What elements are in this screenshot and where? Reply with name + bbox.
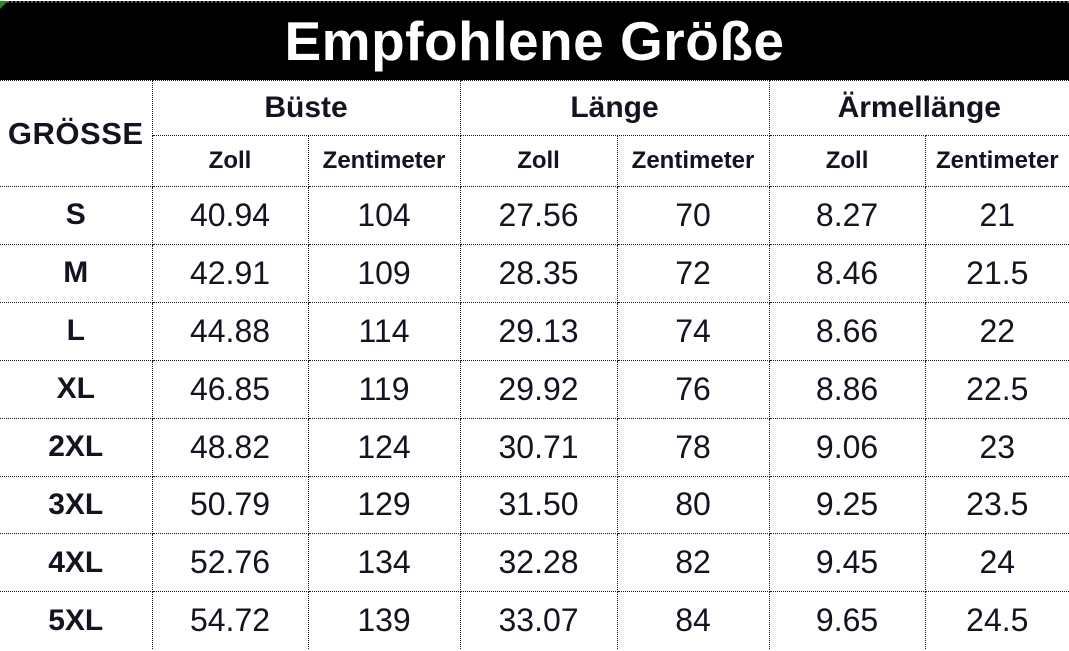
value-cell: 84: [616, 591, 770, 649]
value-cell: 134: [307, 533, 461, 593]
column-header-bust-cm: Zentimeter: [307, 135, 461, 187]
column-header-length-inch: Zoll: [459, 135, 618, 187]
value-cell: 9.06: [768, 417, 926, 477]
table-row: 3XL 50.79 129 31.50 80 9.25 23.5: [0, 475, 1069, 535]
size-label: XL: [0, 359, 153, 419]
value-cell: 21: [924, 186, 1069, 245]
table-row: 2XL 48.82 124 30.71 78 9.06 23: [0, 417, 1069, 477]
value-cell: 8.66: [768, 301, 926, 361]
column-header-sleeve-cm: Zentimeter: [924, 135, 1069, 187]
value-cell: 46.85: [151, 359, 309, 419]
group-header-row: GRÖSSE Büste Länge Ärmellänge: [0, 80, 1069, 187]
value-cell: 76: [616, 359, 770, 419]
column-header-length-cm: Zentimeter: [616, 135, 770, 187]
value-cell: 104: [307, 186, 461, 245]
size-label: 2XL: [0, 417, 153, 477]
value-cell: 50.79: [151, 475, 309, 535]
value-cell: 82: [616, 533, 770, 593]
table-row: M 42.91 109 28.35 72 8.46 21.5: [0, 243, 1069, 303]
value-cell: 29.13: [459, 301, 618, 361]
size-label: 5XL: [0, 591, 153, 649]
value-cell: 72: [616, 243, 770, 303]
page-title: Empfohlene Größe: [284, 10, 785, 72]
value-cell: 32.28: [459, 533, 618, 593]
value-cell: 29.92: [459, 359, 618, 419]
value-cell: 8.86: [768, 359, 926, 419]
table-body: S 40.94 104 27.56 70 8.27 21 M 42.91 109…: [0, 186, 1069, 649]
value-cell: 30.71: [459, 417, 618, 477]
size-label: 4XL: [0, 533, 153, 593]
value-cell: 109: [307, 243, 461, 303]
value-cell: 24.5: [924, 591, 1069, 649]
value-cell: 8.27: [768, 186, 926, 245]
value-cell: 129: [307, 475, 461, 535]
value-cell: 139: [307, 591, 461, 649]
value-cell: 33.07: [459, 591, 618, 649]
value-cell: 28.35: [459, 243, 618, 303]
value-cell: 48.82: [151, 417, 309, 477]
column-group-sleeve-length: Ärmellänge: [768, 80, 1069, 136]
value-cell: 40.94: [151, 186, 309, 245]
value-cell: 74: [616, 301, 770, 361]
title-bar: Empfohlene Größe: [0, 1, 1069, 80]
table-row: L 44.88 114 29.13 74 8.66 22: [0, 301, 1069, 361]
value-cell: 54.72: [151, 591, 309, 649]
value-cell: 27.56: [459, 186, 618, 245]
unit-header-row: Zoll Zentimeter Zoll Zentimeter Zoll Zen…: [0, 135, 1069, 187]
green-triangle-icon: [0, 1, 8, 9]
column-header-size: GRÖSSE: [0, 80, 153, 187]
value-cell: 23.5: [924, 475, 1069, 535]
column-header-bust-inch: Zoll: [152, 135, 309, 187]
size-label: S: [0, 186, 153, 245]
column-header-sleeve-inch: Zoll: [768, 135, 926, 187]
value-cell: 124: [307, 417, 461, 477]
value-cell: 31.50: [459, 475, 618, 535]
value-cell: 24: [924, 533, 1069, 593]
size-label: L: [0, 301, 153, 361]
size-table: GRÖSSE Büste Länge Ärmellänge Zoll Zenti…: [0, 80, 1069, 649]
size-label: M: [0, 243, 153, 303]
value-cell: 119: [307, 359, 461, 419]
value-cell: 9.25: [768, 475, 926, 535]
value-cell: 70: [616, 186, 770, 245]
value-cell: 21.5: [924, 243, 1069, 303]
value-cell: 22.5: [924, 359, 1069, 419]
table-row: XL 46.85 119 29.92 76 8.86 22.5: [0, 359, 1069, 419]
table-row: 5XL 54.72 139 33.07 84 9.65 24.5: [0, 591, 1069, 649]
table-row: S 40.94 104 27.56 70 8.27 21: [0, 186, 1069, 245]
size-label: 3XL: [0, 475, 153, 535]
value-cell: 52.76: [151, 533, 309, 593]
value-cell: 114: [307, 301, 461, 361]
value-cell: 9.65: [768, 591, 926, 649]
value-cell: 42.91: [151, 243, 309, 303]
value-cell: 23: [924, 417, 1069, 477]
value-cell: 80: [616, 475, 770, 535]
table-row: 4XL 52.76 134 32.28 82 9.45 24: [0, 533, 1069, 593]
value-cell: 8.46: [768, 243, 926, 303]
value-cell: 22: [924, 301, 1069, 361]
value-cell: 44.88: [151, 301, 309, 361]
value-cell: 9.45: [768, 533, 926, 593]
value-cell: 78: [616, 417, 770, 477]
column-group-length: Länge: [459, 80, 770, 136]
column-group-bust: Büste: [151, 80, 461, 136]
